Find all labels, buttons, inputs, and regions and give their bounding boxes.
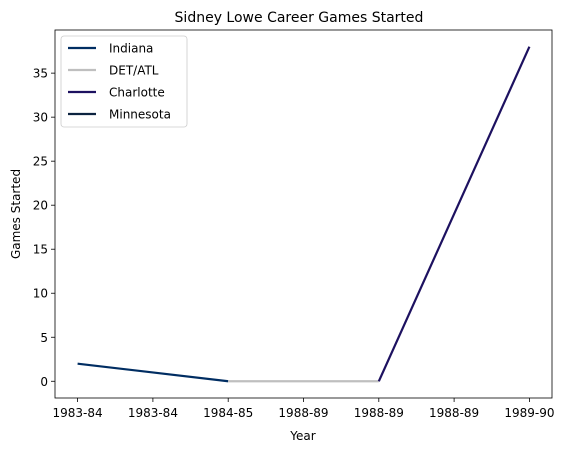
- y-tick-label: 20: [33, 199, 48, 213]
- x-axis: 1983-84 1983-84 1984-85 1988-89 1988-89 1988-…: [53, 398, 554, 420]
- y-tick-label: 0: [40, 375, 48, 389]
- x-tick-label: 1984-85: [203, 406, 253, 420]
- x-axis-label: Year: [289, 429, 315, 443]
- series-line-charlotte: [377, 46, 531, 382]
- legend: Indiana DET/ATL Charlotte Minnesota: [60, 35, 188, 128]
- y-tick-label: 5: [40, 331, 48, 345]
- y-tick-label: 15: [33, 243, 48, 257]
- x-tick-label: 1988-89: [429, 406, 479, 420]
- x-tick-label: 1988-89: [354, 406, 404, 420]
- x-tick-label: 1988-89: [278, 406, 328, 420]
- series-line-indiana: [77, 362, 229, 383]
- legend-label: DET/ATL: [109, 64, 159, 78]
- series-lines: [77, 46, 531, 383]
- x-tick-label: 1983-84: [53, 406, 103, 420]
- legend-label: Charlotte: [109, 86, 165, 100]
- x-tick-label: 1989-90: [504, 406, 554, 420]
- legend-box: [60, 35, 188, 128]
- x-tick-label: 1983-84: [128, 406, 178, 420]
- y-tick-label: 10: [33, 287, 48, 301]
- y-axis: 0 5 10 15 20 25 30 35: [33, 67, 55, 389]
- y-tick-label: 30: [33, 111, 48, 125]
- y-axis-label: Games Started: [9, 169, 23, 259]
- y-tick-label: 25: [33, 155, 48, 169]
- plot-area: 0 5 10 15 20 25 30 35 1983-84 1983-84 1984-85 1988…: [33, 29, 554, 420]
- legend-label: Indiana: [109, 42, 153, 56]
- chart-title: Sidney Lowe Career Games Started: [175, 10, 424, 26]
- y-tick-label: 35: [33, 67, 48, 81]
- legend-label: Minnesota: [109, 108, 171, 122]
